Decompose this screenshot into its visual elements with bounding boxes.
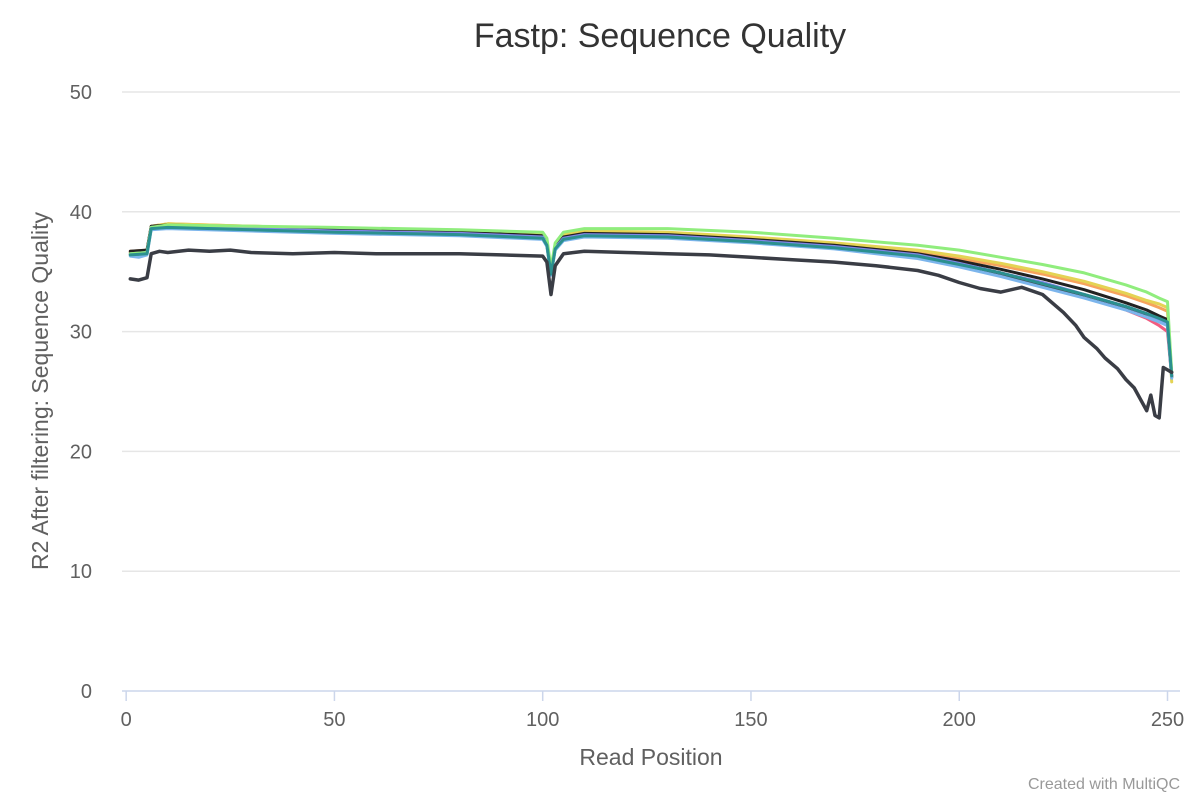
chart-title: Fastp: Sequence Quality	[474, 17, 846, 55]
y-axis-title: R2 After filtering: Sequence Quality	[27, 212, 53, 570]
x-tick-label: 0	[121, 709, 132, 731]
y-tick-label: 20	[70, 441, 92, 463]
series-line-sample-teal[interactable]	[128, 225, 1174, 378]
y-tick-label: 40	[70, 202, 92, 224]
x-axis-title: Read Position	[579, 744, 722, 770]
x-tick-label: 150	[734, 709, 767, 731]
y-tick-label: 10	[70, 561, 92, 583]
y-axis-ticks: 0 10 20 30 40 50	[70, 82, 92, 703]
y-tick-label: 30	[70, 322, 92, 344]
gridlines	[122, 91, 1180, 572]
x-tick-label: 200	[943, 709, 976, 731]
y-tick-label: 0	[81, 681, 92, 703]
series-line-sample-green[interactable]	[128, 223, 1174, 374]
y-tick-label: 50	[70, 82, 92, 104]
x-tick-label: 250	[1151, 709, 1184, 731]
x-axis: 0 50 100 150 200 250	[121, 690, 1184, 731]
x-tick-label: 100	[526, 709, 559, 731]
series-group	[128, 222, 1174, 420]
credit-text[interactable]: Created with MultiQC	[1028, 776, 1180, 793]
x-tick-label: 50	[323, 709, 345, 731]
series-line-sample-dark[interactable]	[128, 248, 1174, 420]
